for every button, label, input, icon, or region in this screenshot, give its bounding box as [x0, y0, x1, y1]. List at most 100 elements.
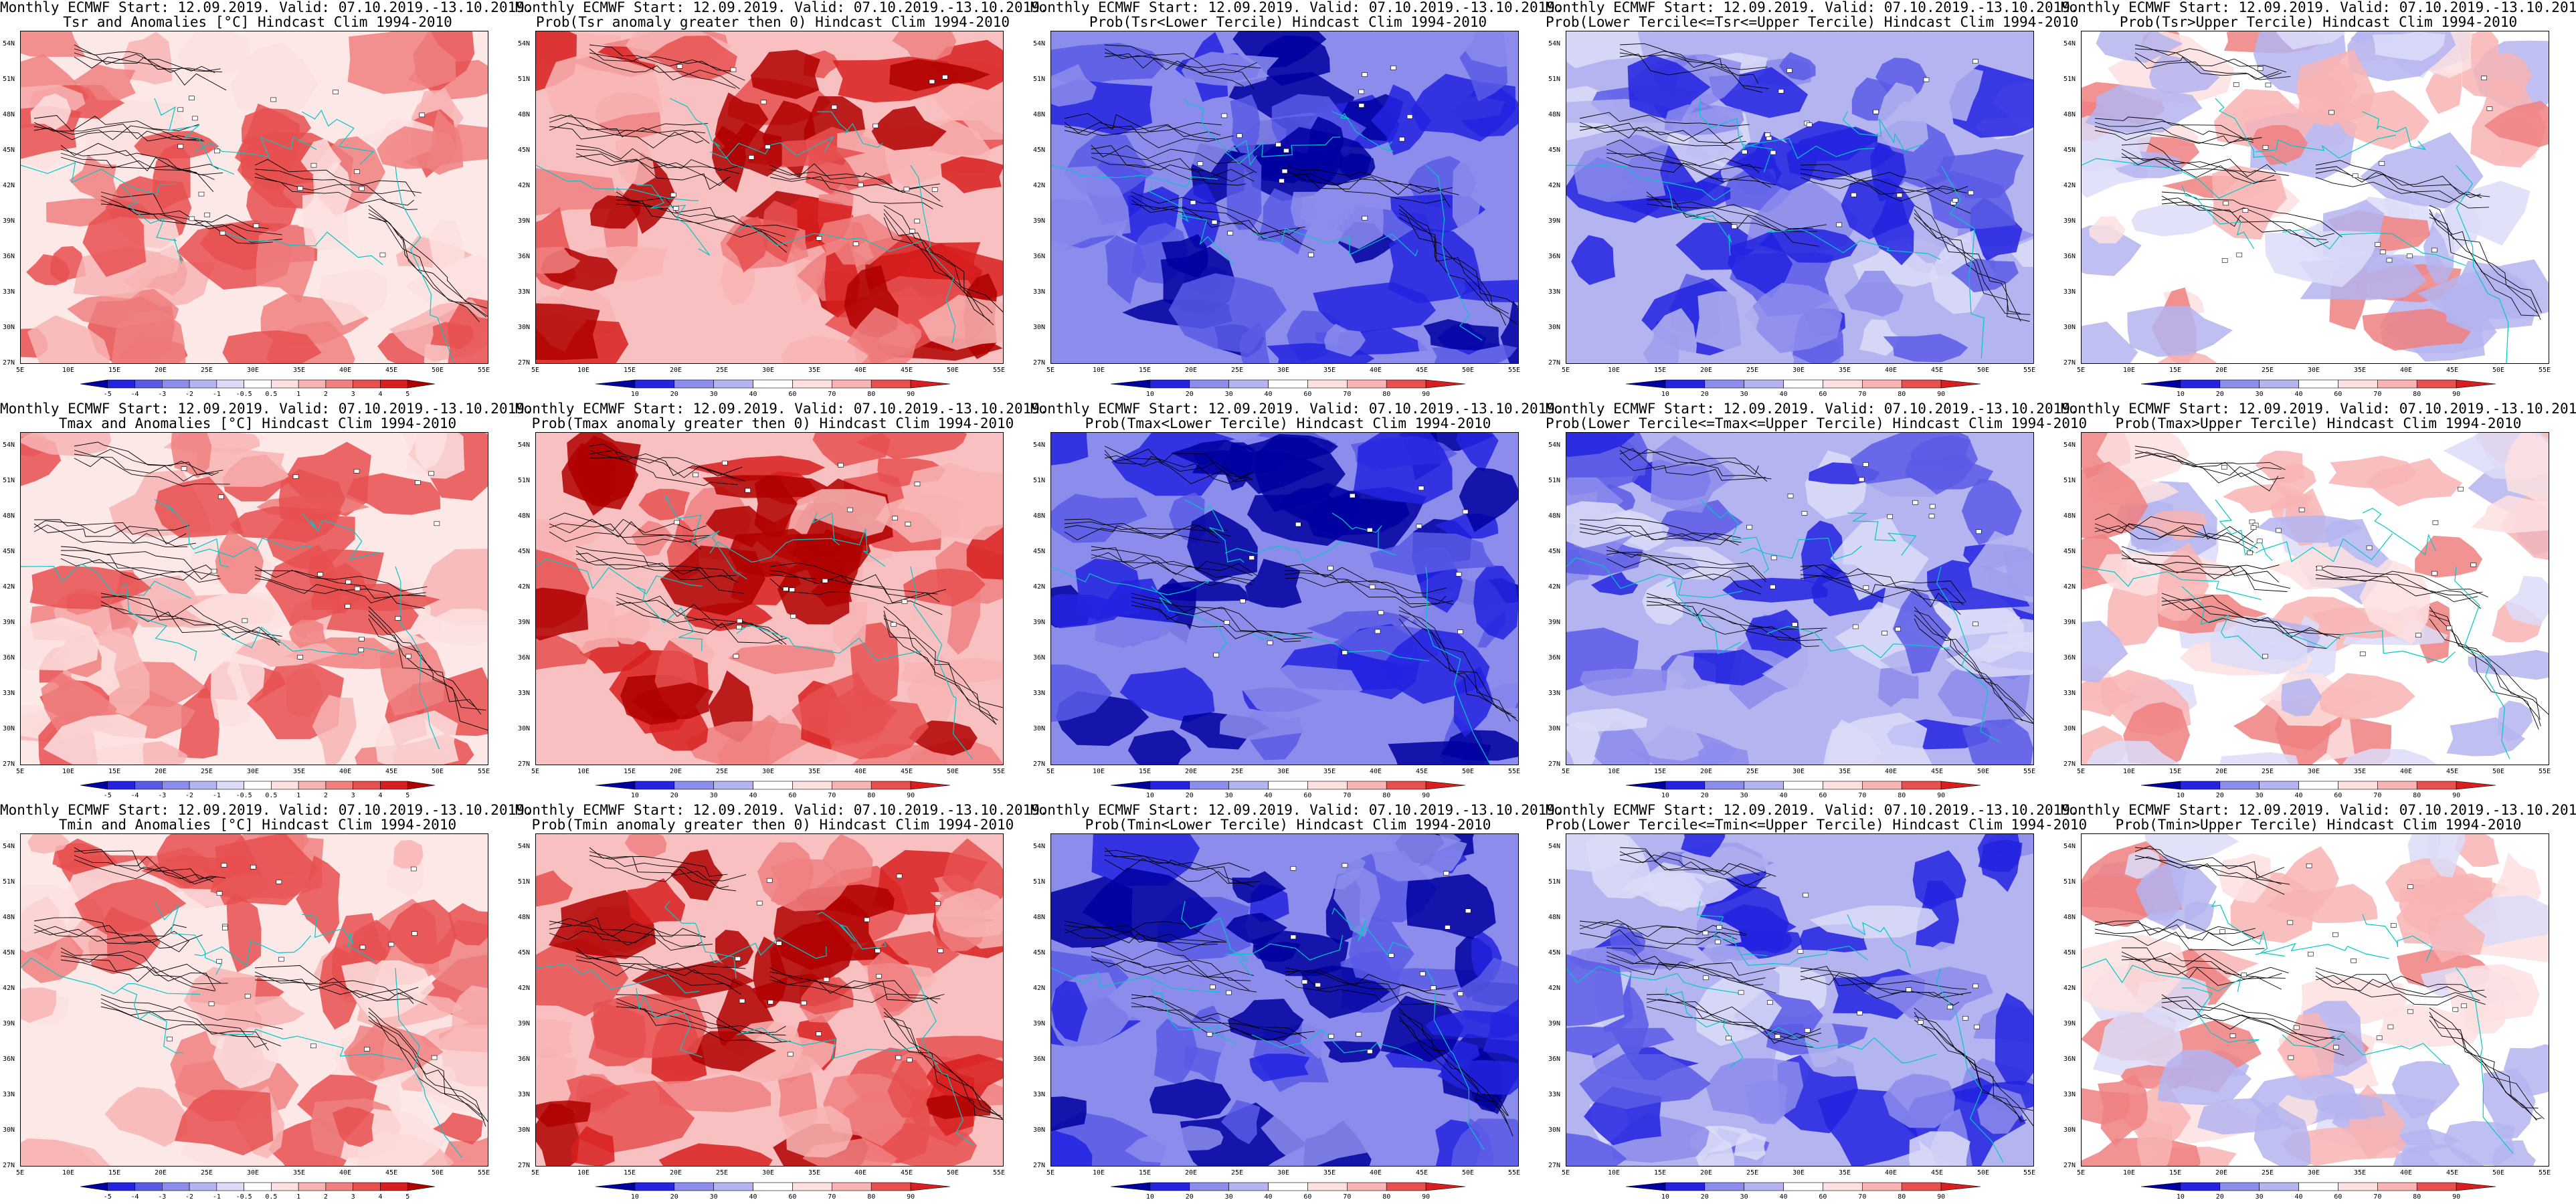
latitude-label: 51N: [518, 477, 531, 484]
anomaly-field: [2082, 834, 2549, 1166]
latitude-label: 36N: [518, 253, 531, 260]
latitude-label: 48N: [2063, 914, 2076, 921]
legend-tick-label: 30: [709, 1193, 718, 1201]
anomaly-field: [1051, 834, 1518, 1166]
longitude-label: 40E: [2400, 367, 2413, 374]
latitude-label: 33N: [1033, 690, 1046, 697]
latitude-label: 36N: [3, 654, 15, 662]
longitude-label: 5E: [1562, 768, 1570, 775]
legend-swatch: [244, 1182, 272, 1191]
legend-tick-label: -0.5: [236, 1193, 252, 1201]
latitude-label: 45N: [3, 146, 15, 154]
longitude-label: 55E: [2023, 367, 2036, 374]
legend-tick-label: 40: [2294, 792, 2303, 799]
legend-swatch: [1268, 781, 1308, 790]
latitude-label: 48N: [1548, 512, 1561, 520]
legend-tick-label: 20: [1700, 1193, 1709, 1201]
legend-tick-label: -2: [185, 391, 194, 398]
longitude-label: 45E: [1931, 1169, 1944, 1177]
legend-swatch: [2416, 781, 2457, 790]
longitude-label: 20E: [1185, 768, 1198, 775]
legend-tick-label: -5: [103, 1193, 112, 1201]
legend-swatch: [1425, 379, 1466, 389]
legend-tick-label: 30: [1740, 792, 1748, 799]
legend-swatch: [2259, 1182, 2299, 1191]
coastlines: [536, 900, 974, 1146]
legend-swatch: [713, 379, 753, 389]
anomaly-field: [21, 31, 488, 363]
longitude-label: 30E: [2308, 1169, 2320, 1177]
legend-tick-label: 2: [323, 792, 328, 799]
longitude-label: 5E: [1046, 367, 1055, 374]
latitude-label: 45N: [518, 548, 531, 555]
legend-tick-label: 1: [296, 391, 301, 398]
longitude-label: 20E: [670, 1169, 682, 1177]
legend-tick-label: 70: [1343, 1193, 1352, 1201]
longitude-label: 15E: [1139, 768, 1152, 775]
longitude-label: 35E: [1323, 1169, 1336, 1177]
coastlines: [2082, 900, 2514, 1154]
legend-tick-label: 3: [351, 792, 355, 799]
latitude-label: 33N: [1548, 1091, 1561, 1098]
legend-tick-label: 80: [1382, 792, 1391, 799]
latitude-label: 39N: [518, 1020, 531, 1027]
panel-title-line2: Prob(Tmin>Upper Tercile) Hindcast Clim 1…: [2115, 817, 2522, 833]
longitude-label: 30E: [2308, 367, 2320, 374]
latitude-label: 51N: [1548, 76, 1561, 83]
forecast-panel: Monthly ECMWF Start: 12.09.2019. Valid: …: [1546, 803, 2087, 1204]
panel-title-line2: Prob(Tsr anomaly greater then 0) Hindcas…: [535, 14, 1010, 30]
legend-swatch: [2298, 1182, 2338, 1191]
latitude-label: 39N: [1548, 619, 1561, 626]
legend-tick-label: 20: [2215, 792, 2224, 799]
forecast-map: [20, 432, 488, 765]
legend-swatch: [380, 379, 408, 389]
legend-tick-label: 5: [405, 391, 410, 398]
coastlines: [21, 900, 462, 1158]
longitude-label: 45E: [1416, 1169, 1429, 1177]
latitude-label: 48N: [1033, 914, 1046, 921]
latitude-label: 30N: [3, 725, 15, 732]
panel-title-line1: Monthly ECMWF Start: 12.09.2019. Valid: …: [1030, 401, 1564, 417]
legend-swatch: [162, 1182, 190, 1191]
station-markers: [177, 90, 426, 258]
legend-swatch: [2219, 1182, 2260, 1191]
legend-swatch: [216, 781, 244, 790]
panel-title: Monthly ECMWF Start: 12.09.2019. Valid: …: [1546, 803, 2087, 832]
latitude-label: 48N: [1033, 111, 1046, 118]
latitude-label: 39N: [2063, 1020, 2076, 1027]
color-legend: 10 20 30 40 60 70 80 90: [515, 780, 1030, 800]
legend-swatch: [80, 781, 108, 790]
legend-swatch: [1110, 1182, 1151, 1191]
legend-tick-label: 20: [1185, 792, 1194, 799]
latitude-label: 42N: [3, 182, 15, 189]
legend-swatch: [1307, 1182, 1348, 1191]
latitude-label: 27N: [1033, 761, 1046, 768]
legend-swatch: [380, 1182, 408, 1191]
latitude-label: 39N: [1033, 619, 1046, 626]
anomaly-field: [1051, 31, 1518, 363]
longitude-label: 35E: [1323, 367, 1336, 374]
longitude-label: 45E: [2446, 768, 2459, 775]
latitude-label: 54N: [1548, 441, 1561, 449]
latitude-label: 30N: [2063, 725, 2076, 732]
panel-title: Monthly ECMWF Start: 12.09.2019. Valid: …: [1030, 803, 1564, 832]
forecast-map: [535, 833, 1004, 1167]
latitude-label: 27N: [2063, 359, 2076, 367]
legend-swatch: [1386, 781, 1427, 790]
legend-tick-label: 0.5: [265, 792, 278, 799]
latitude-label: 27N: [2063, 761, 2076, 768]
longitude-label: 20E: [1185, 1169, 1198, 1177]
latitude-label: 27N: [1548, 761, 1561, 768]
legend-tick-label: 10: [630, 1193, 639, 1201]
longitude-label: 50E: [1977, 768, 1990, 775]
legend-swatch: [1823, 781, 1863, 790]
coastlines: [1051, 98, 1483, 341]
latitude-label: 36N: [1033, 1056, 1046, 1063]
legend-tick-label: 80: [2413, 391, 2421, 398]
legend-swatch: [298, 379, 327, 389]
longitude-label: 50E: [432, 367, 444, 374]
legend-tick-label: 90: [1937, 1193, 1946, 1201]
longitude-label: 30E: [1277, 1169, 1290, 1177]
legend-tick-label: 30: [1224, 1193, 1233, 1201]
longitude-label: 35E: [808, 1169, 821, 1177]
